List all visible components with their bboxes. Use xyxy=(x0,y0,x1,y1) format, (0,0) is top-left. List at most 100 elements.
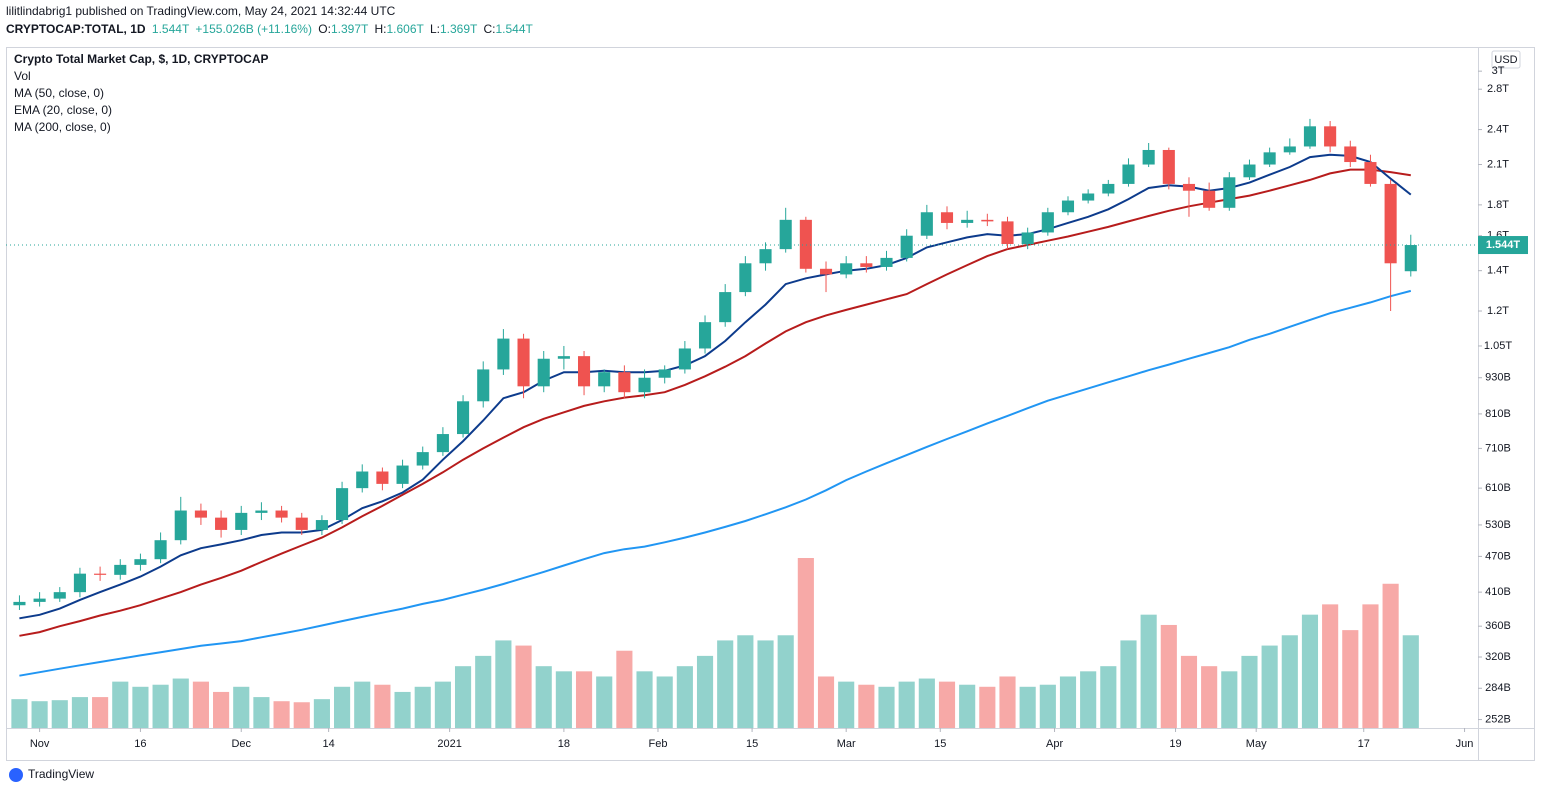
volume-bar xyxy=(253,697,270,728)
candle-body xyxy=(517,338,530,387)
y-tick-label: 810B xyxy=(1485,408,1511,420)
volume-bar xyxy=(213,691,230,728)
candle-body xyxy=(1283,146,1296,153)
brand: TradingView xyxy=(28,767,94,781)
candle-body xyxy=(275,510,288,518)
candle-body xyxy=(255,510,268,513)
x-tick-label: Mar xyxy=(837,738,856,750)
candle-body xyxy=(1021,232,1034,245)
candle-body xyxy=(1122,164,1135,184)
candle-body xyxy=(134,559,147,565)
candle-body xyxy=(1243,164,1256,178)
x-tick-label: 15 xyxy=(934,738,946,750)
y-tick-label: 2.4T xyxy=(1487,123,1509,135)
candle-body xyxy=(840,263,853,275)
volume-bar xyxy=(979,686,996,728)
y-tick-label: 610B xyxy=(1485,482,1511,494)
volume-bar xyxy=(596,676,613,728)
candle-body xyxy=(457,401,470,435)
volume-bar xyxy=(1180,655,1198,728)
candle-body xyxy=(1102,183,1115,194)
ohlc-value: 1.544T xyxy=(495,22,533,36)
candle-body xyxy=(819,268,833,275)
candle-body xyxy=(1001,221,1014,245)
volume-bar xyxy=(898,681,915,728)
volume-bar xyxy=(515,645,532,728)
y-tick-label: 2.1T xyxy=(1487,158,1509,170)
volume-bar xyxy=(797,558,814,728)
candle-body xyxy=(1344,146,1357,163)
volume-bar xyxy=(293,702,310,728)
volume-bar xyxy=(454,666,472,728)
legend-item: MA (200, close, 0) xyxy=(14,120,111,134)
candle-body xyxy=(1162,149,1175,184)
candle-body xyxy=(336,488,349,521)
x-tick-label: 14 xyxy=(323,738,335,750)
candle-body xyxy=(477,369,490,402)
candle-body xyxy=(1384,183,1397,264)
candle-body xyxy=(1324,126,1337,147)
y-tick-label: 320B xyxy=(1485,651,1511,663)
y-tick-label: 284B xyxy=(1485,682,1511,694)
volume-bar xyxy=(918,678,935,728)
x-tick-label: Apr xyxy=(1046,738,1063,750)
candle-body xyxy=(1364,162,1377,184)
candle-body xyxy=(961,219,974,223)
candle-body xyxy=(1182,183,1196,191)
candle-body xyxy=(537,358,550,387)
currency-box[interactable] xyxy=(1491,50,1521,69)
volume-bar xyxy=(414,686,431,728)
volume-bar xyxy=(959,684,976,728)
y-tick-label: 1.2T xyxy=(1487,305,1509,317)
volume-bar xyxy=(1301,614,1319,728)
candle-body xyxy=(1061,200,1075,213)
volume-bar xyxy=(334,686,351,728)
x-tick-label: 17 xyxy=(1358,738,1370,750)
candle-body xyxy=(658,369,671,378)
candle-body xyxy=(295,517,308,530)
plot xyxy=(6,118,1478,728)
volume-bar xyxy=(273,701,290,728)
volume-bar xyxy=(1160,624,1177,728)
candle-body xyxy=(638,377,651,393)
candle-body xyxy=(920,212,933,236)
volume-bar xyxy=(51,700,68,728)
candle-body xyxy=(174,510,187,541)
volume-bar xyxy=(656,676,673,728)
volume-bar xyxy=(757,640,774,728)
candle-body xyxy=(1404,245,1417,272)
candle-body xyxy=(154,540,167,560)
ma-line xyxy=(19,289,1412,677)
volume-bar xyxy=(1322,604,1339,728)
y-tick-label: 470B xyxy=(1485,550,1511,562)
x-tick-label: 16 xyxy=(134,738,146,750)
currency[interactable]: USD xyxy=(1494,54,1517,66)
x-tick-label: Nov xyxy=(30,738,50,750)
candle-body xyxy=(436,434,449,453)
logo-icon xyxy=(9,768,23,782)
candle-body xyxy=(799,219,812,269)
volume-bar xyxy=(71,697,89,728)
volume-bar xyxy=(434,681,451,728)
y-tick-label: 1.05T xyxy=(1484,340,1512,352)
ohlc-value: 1.397T xyxy=(331,22,369,36)
volume-bar xyxy=(777,635,794,728)
volume-bar xyxy=(1261,645,1278,728)
candle-body xyxy=(497,338,510,370)
candle-body xyxy=(860,263,873,267)
ohlc-value: 1.606T xyxy=(386,22,424,36)
y-tick-label: 1.4T xyxy=(1487,265,1509,277)
candle-body xyxy=(396,465,409,484)
x-tick-label: May xyxy=(1246,738,1267,750)
volume-bar xyxy=(1221,671,1238,728)
candle-body xyxy=(356,471,369,489)
volume-bar xyxy=(92,697,109,728)
candle-body xyxy=(719,292,732,323)
y-tick-label: 930B xyxy=(1485,372,1511,384)
volume-bar xyxy=(354,681,371,728)
y-tick-label: 530B xyxy=(1485,519,1511,531)
candle-body xyxy=(598,372,611,387)
candle-body xyxy=(880,257,893,267)
candle-body xyxy=(618,372,631,393)
